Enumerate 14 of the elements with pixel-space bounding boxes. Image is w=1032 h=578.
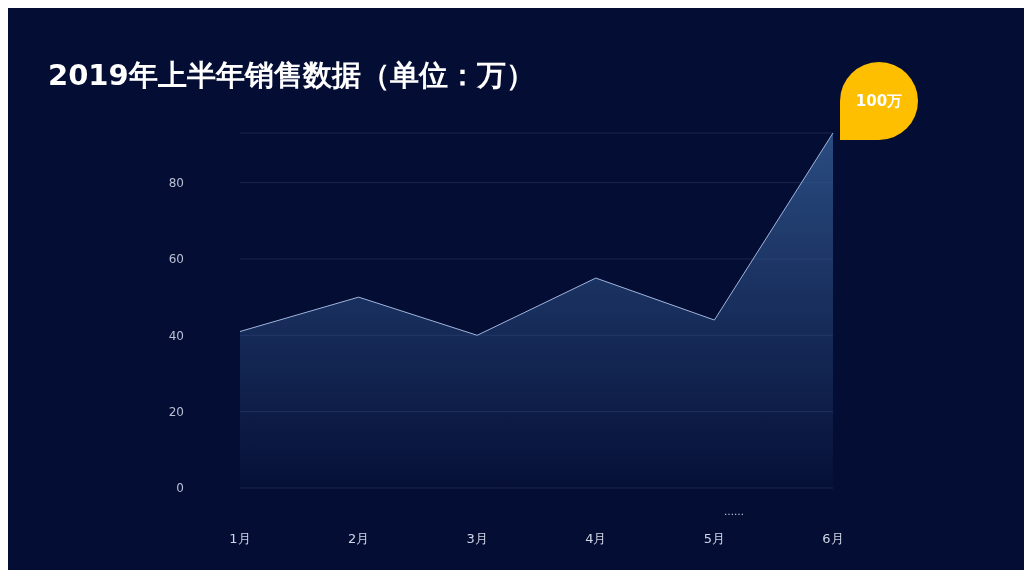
y-tick-label: 0: [176, 481, 184, 496]
y-tick-label: 20: [168, 404, 184, 419]
text: 100万: [840, 62, 918, 140]
chart-title: 2019年上半年销售数据（单位：万）: [48, 57, 535, 94]
y-tick-label: 40: [168, 328, 184, 343]
x-tick-label: 5月: [703, 531, 726, 547]
y-tick-label: 60: [168, 252, 184, 267]
x-tick-label: 4月: [585, 531, 607, 547]
x-tick-label: 2月: [347, 531, 370, 547]
x-tick-label: 3月: [466, 531, 488, 547]
x-tick-label: 1月: [229, 531, 251, 547]
x-tick-label: 6月: [822, 531, 844, 547]
y-tick-label: 80: [168, 175, 184, 190]
text: ……: [724, 506, 744, 517]
